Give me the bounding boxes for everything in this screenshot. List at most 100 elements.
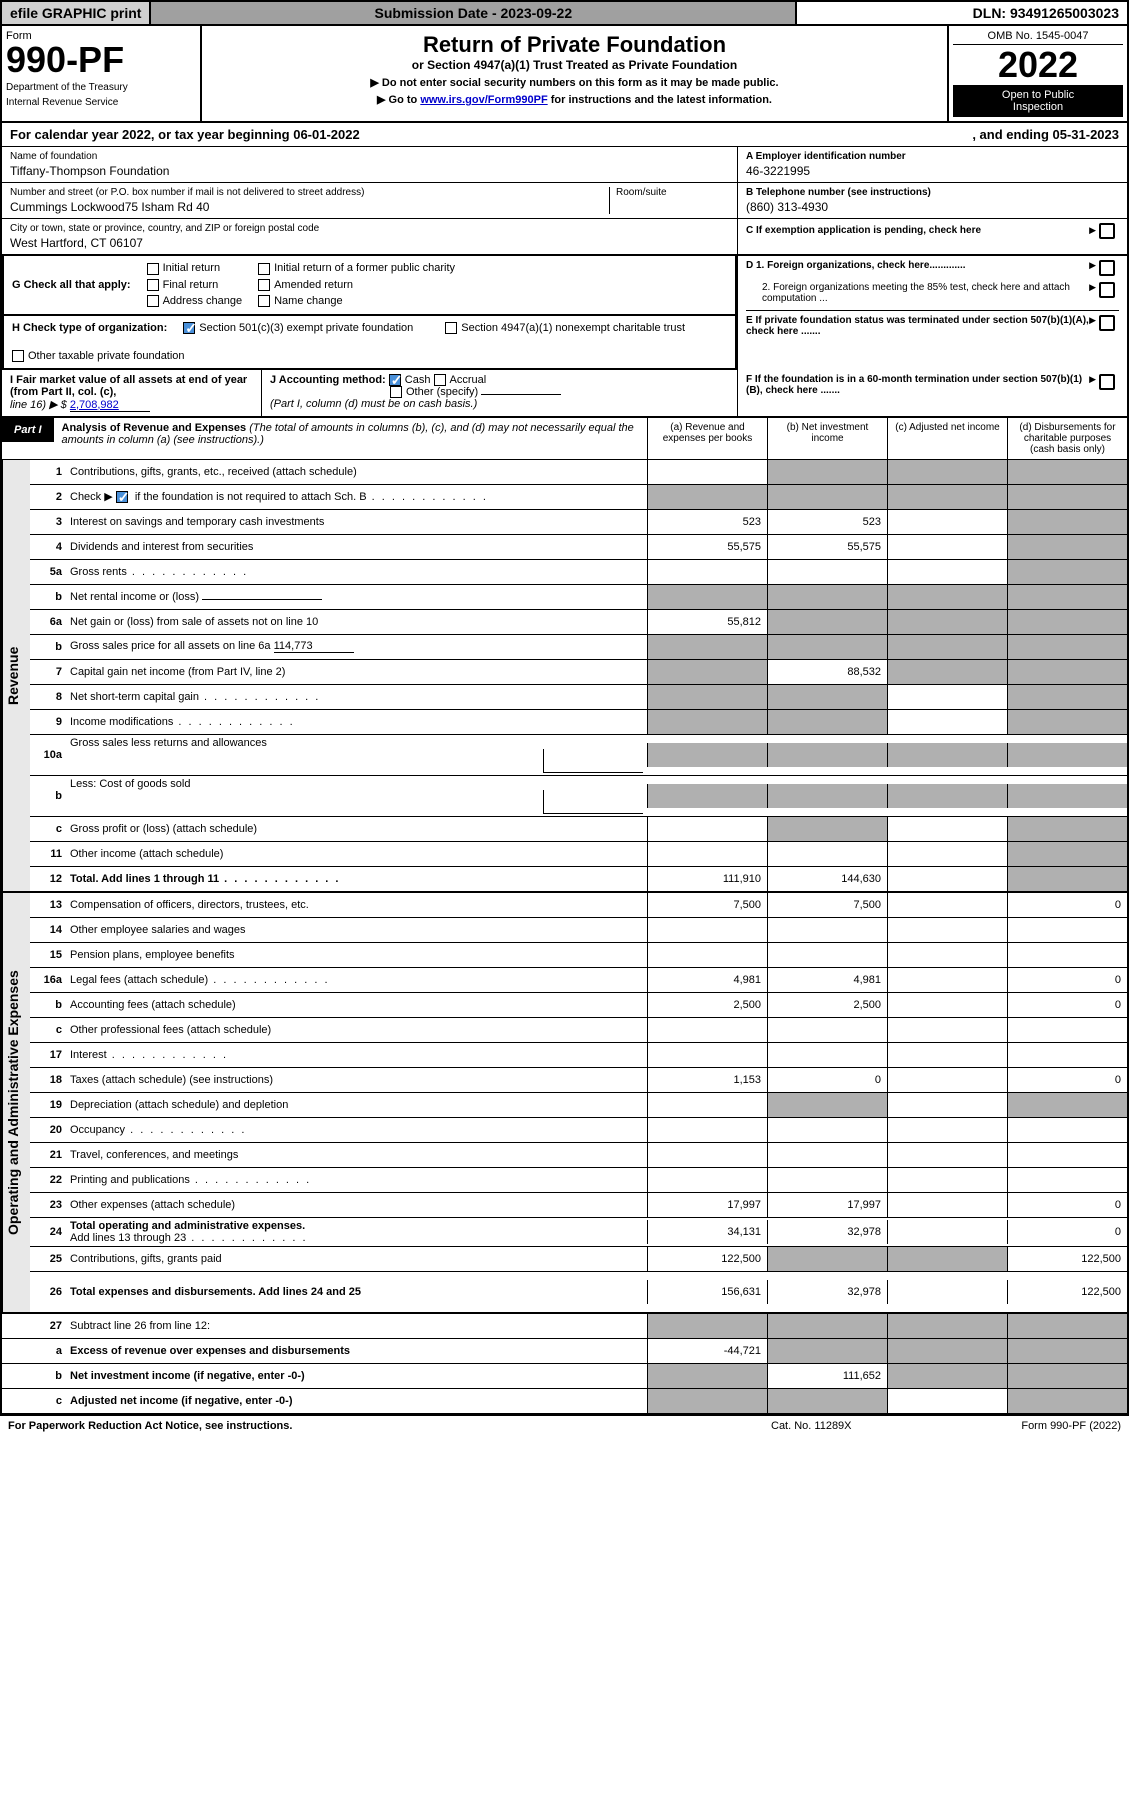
h-4947-checkbox[interactable] bbox=[445, 322, 457, 334]
line-27c: Adjusted net income (if negative, enter … bbox=[66, 1393, 647, 1409]
calendar-year-row: For calendar year 2022, or tax year begi… bbox=[0, 123, 1129, 146]
irs-link[interactable]: www.irs.gov/Form990PF bbox=[420, 94, 547, 106]
line-27: Subtract line 26 from line 12: bbox=[66, 1318, 647, 1334]
f-checkbox[interactable] bbox=[1099, 374, 1115, 390]
form-header: Form 990-PF Department of the Treasury I… bbox=[0, 26, 1129, 123]
expenses-side-label: Operating and Administrative Expenses bbox=[2, 893, 30, 1312]
line-27a: Excess of revenue over expenses and disb… bbox=[66, 1343, 647, 1359]
j-cash-checkbox[interactable] bbox=[389, 374, 401, 386]
line-3: Interest on savings and temporary cash i… bbox=[66, 514, 647, 530]
form-number: 990-PF bbox=[6, 42, 196, 78]
line-17: Interest bbox=[66, 1047, 647, 1063]
schb-checkbox[interactable] bbox=[116, 491, 128, 503]
line-11: Other income (attach schedule) bbox=[66, 846, 647, 862]
line-2: Check ▶ if the foundation is not require… bbox=[66, 488, 647, 505]
line-5b: Net rental income or (loss) bbox=[66, 589, 647, 605]
ssn-note: ▶ Do not enter social security numbers o… bbox=[208, 76, 941, 89]
g-name-checkbox[interactable] bbox=[258, 295, 270, 307]
revenue-side-label: Revenue bbox=[2, 460, 30, 891]
g-initial-checkbox[interactable] bbox=[147, 263, 159, 275]
revenue-table: Revenue 1Contributions, gifts, grants, e… bbox=[0, 460, 1129, 893]
city-label: City or town, state or province, country… bbox=[10, 223, 729, 234]
cat-number: Cat. No. 11289X bbox=[771, 1420, 971, 1432]
tel-label: B Telephone number (see instructions) bbox=[746, 187, 1119, 198]
dept-treasury: Department of the Treasury bbox=[6, 82, 196, 93]
h-other-checkbox[interactable] bbox=[12, 350, 24, 362]
line-23: Other expenses (attach schedule) bbox=[66, 1197, 647, 1213]
line-10a: Gross sales less returns and allowances bbox=[66, 735, 647, 775]
line-10c: Gross profit or (loss) (attach schedule) bbox=[66, 821, 647, 837]
tax-year: 2022 bbox=[953, 45, 1123, 85]
entity-info: Name of foundation Tiffany-Thompson Foun… bbox=[0, 146, 1129, 256]
g-amended-checkbox[interactable] bbox=[258, 279, 270, 291]
g-label: G Check all that apply: bbox=[12, 279, 131, 291]
d2-checkbox[interactable] bbox=[1099, 282, 1115, 298]
line-7: Capital gain net income (from Part IV, l… bbox=[66, 664, 647, 680]
d1-checkbox[interactable] bbox=[1099, 260, 1115, 276]
j-accrual-checkbox[interactable] bbox=[434, 374, 446, 386]
page-footer: For Paperwork Reduction Act Notice, see … bbox=[0, 1415, 1129, 1436]
top-bar: efile GRAPHIC print Submission Date - 20… bbox=[0, 0, 1129, 26]
line-8: Net short-term capital gain bbox=[66, 689, 647, 705]
c-label: C If exemption application is pending, c… bbox=[746, 225, 1089, 236]
part-1-header: Part I Analysis of Revenue and Expenses … bbox=[0, 418, 1129, 460]
city-state-zip: West Hartford, CT 06107 bbox=[10, 236, 729, 250]
part-1-title: Analysis of Revenue and Expenses bbox=[62, 422, 247, 434]
ein-value: 46-3221995 bbox=[746, 164, 1119, 178]
i-fmv-value[interactable]: 2,708,982 bbox=[70, 399, 150, 412]
c-checkbox[interactable] bbox=[1099, 223, 1115, 239]
goto-note: ▶ Go to www.irs.gov/Form990PF for instru… bbox=[208, 93, 941, 106]
j-note: (Part I, column (d) must be on cash basi… bbox=[270, 398, 729, 410]
line-9: Income modifications bbox=[66, 714, 647, 730]
form-ref: Form 990-PF (2022) bbox=[971, 1420, 1121, 1432]
f-label: F If the foundation is in a 60-month ter… bbox=[746, 374, 1089, 396]
d1-label: D 1. Foreign organizations, check here..… bbox=[746, 260, 1089, 271]
omb-number: OMB No. 1545-0047 bbox=[953, 30, 1123, 45]
g-row: G Check all that apply: Initial return F… bbox=[2, 256, 737, 316]
h-501c3-checkbox[interactable] bbox=[183, 322, 195, 334]
line-6b: Gross sales price for all assets on line… bbox=[66, 638, 647, 655]
d2-label: 2. Foreign organizations meeting the 85%… bbox=[762, 282, 1089, 304]
street-label: Number and street (or P.O. box number if… bbox=[10, 187, 609, 198]
g-final-checkbox[interactable] bbox=[147, 279, 159, 291]
ein-label: A Employer identification number bbox=[746, 151, 1119, 162]
line-18: Taxes (attach schedule) (see instruction… bbox=[66, 1072, 647, 1088]
line-5a: Gross rents bbox=[66, 564, 647, 580]
i-label: I Fair market value of all assets at end… bbox=[10, 374, 247, 398]
pra-notice: For Paperwork Reduction Act Notice, see … bbox=[8, 1420, 771, 1432]
g-former-checkbox[interactable] bbox=[258, 263, 270, 275]
line-22: Printing and publications bbox=[66, 1172, 647, 1188]
line-26: Total expenses and disbursements. Add li… bbox=[66, 1284, 647, 1300]
inspection-box: Open to Public Inspection bbox=[953, 85, 1123, 117]
line-12: Total. Add lines 1 through 11 bbox=[66, 871, 647, 887]
line-1: Contributions, gifts, grants, etc., rece… bbox=[66, 464, 647, 480]
line-21: Travel, conferences, and meetings bbox=[66, 1147, 647, 1163]
line-15: Pension plans, employee benefits bbox=[66, 947, 647, 963]
i-j-f-row: I Fair market value of all assets at end… bbox=[0, 370, 1129, 418]
efile-label: efile GRAPHIC print bbox=[2, 2, 151, 24]
col-b-header: (b) Net investment income bbox=[767, 418, 887, 459]
g-address-checkbox[interactable] bbox=[147, 295, 159, 307]
name-label: Name of foundation bbox=[10, 151, 729, 162]
e-checkbox[interactable] bbox=[1099, 315, 1115, 331]
j-label: J Accounting method: bbox=[270, 374, 386, 386]
expenses-table: Operating and Administrative Expenses 13… bbox=[0, 893, 1129, 1314]
line-16c: Other professional fees (attach schedule… bbox=[66, 1022, 647, 1038]
col-d-header: (d) Disbursements for charitable purpose… bbox=[1007, 418, 1127, 459]
line-16a: Legal fees (attach schedule) bbox=[66, 972, 647, 988]
line-24: Total operating and administrative expen… bbox=[66, 1218, 647, 1246]
line-16b: Accounting fees (attach schedule) bbox=[66, 997, 647, 1013]
h-row: H Check type of organization: Section 50… bbox=[2, 316, 737, 370]
dept-irs: Internal Revenue Service bbox=[6, 97, 196, 108]
submission-date: Submission Date - 2023-09-22 bbox=[151, 2, 797, 24]
h-label: H Check type of organization: bbox=[12, 322, 167, 334]
line-27b: Net investment income (if negative, ente… bbox=[66, 1368, 647, 1384]
form-subtitle: or Section 4947(a)(1) Trust Treated as P… bbox=[208, 58, 941, 72]
line-25: Contributions, gifts, grants paid bbox=[66, 1251, 647, 1267]
line-19: Depreciation (attach schedule) and deple… bbox=[66, 1097, 647, 1113]
col-a-header: (a) Revenue and expenses per books bbox=[647, 418, 767, 459]
line-27-block: 27Subtract line 26 from line 12: aExcess… bbox=[0, 1314, 1129, 1415]
line-4: Dividends and interest from securities bbox=[66, 539, 647, 555]
line-14: Other employee salaries and wages bbox=[66, 922, 647, 938]
line-13: Compensation of officers, directors, tru… bbox=[66, 897, 647, 913]
